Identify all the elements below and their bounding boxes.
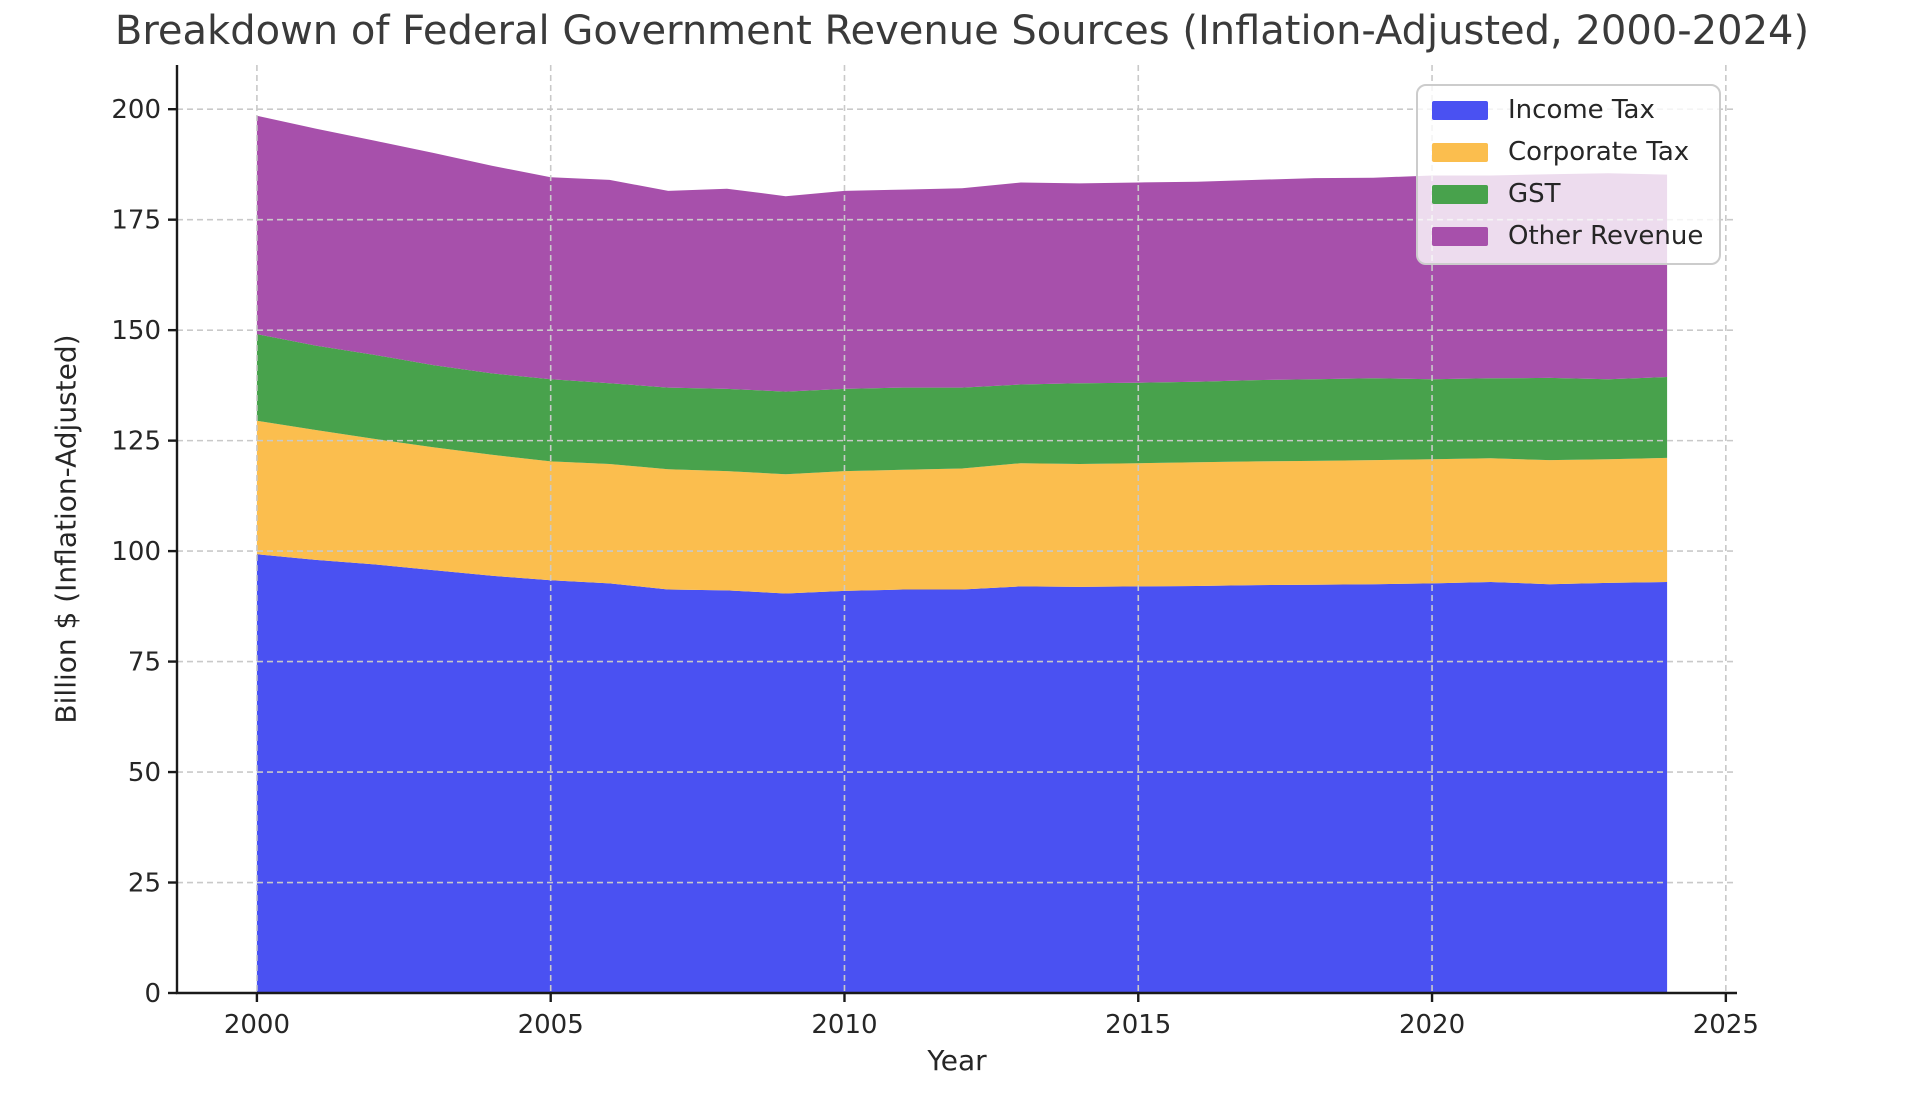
y-tick-label: 100 [111,537,161,567]
legend-label: Income Tax [1508,95,1655,125]
y-tick-label: 175 [111,206,161,236]
x-tick-label: 2025 [1693,1010,1759,1040]
legend-item-income-tax: Income Tax [1432,94,1703,127]
legend: Income Tax Corporate Tax GST Other Revenue [1416,84,1722,265]
legend-item-gst: GST [1432,178,1703,211]
x-axis-label: Year [927,1044,987,1077]
area-gst [256,334,1668,475]
chart-title: Breakdown of Federal Government Revenue … [114,8,1810,54]
legend-swatch-other-revenue [1432,227,1488,246]
legend-label: Corporate Tax [1508,137,1690,167]
y-axis-label: Billion $ (Inflation-Adjusted) [49,334,83,724]
legend-item-other-revenue: Other Revenue [1432,220,1703,253]
y-tick-label: 25 [128,869,161,899]
legend-label: Other Revenue [1508,221,1704,251]
y-tick-label: 50 [128,758,161,788]
x-tick-label: 2010 [811,1010,877,1040]
y-tick-label: 125 [111,427,161,457]
x-tick-label: 2000 [224,1010,290,1040]
legend-item-corporate-tax: Corporate Tax [1432,136,1703,169]
legend-swatch-income-tax [1432,101,1488,120]
area-other-revenue [256,115,1668,392]
x-tick-label: 2005 [518,1010,584,1040]
area-income-tax [256,554,1668,993]
x-tick-label: 2020 [1399,1010,1465,1040]
legend-swatch-gst [1432,185,1488,204]
y-tick-label: 0 [144,979,161,1009]
legend-swatch-corporate-tax [1432,143,1488,162]
y-tick-label: 200 [111,95,161,125]
legend-label: GST [1508,179,1561,209]
y-tick-label: 150 [111,316,161,346]
y-tick-label: 75 [128,648,161,678]
x-tick-label: 2015 [1105,1010,1171,1040]
